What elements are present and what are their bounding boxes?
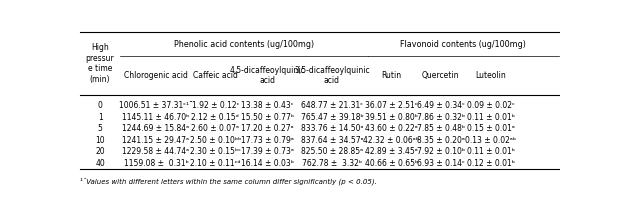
Text: 1145.11 ± 46.70ᵇ: 1145.11 ± 46.70ᵇ bbox=[123, 113, 190, 122]
Text: 17.73 ± 0.79ᵃ: 17.73 ± 0.79ᵃ bbox=[241, 136, 294, 145]
Text: 3,5-dicaffeoylquinic
acid: 3,5-dicaffeoylquinic acid bbox=[294, 66, 370, 85]
Text: 4,5-dicaffeoylquinic
acid: 4,5-dicaffeoylquinic acid bbox=[230, 66, 305, 85]
Text: 825.50 ± 28.85ᵃ: 825.50 ± 28.85ᵃ bbox=[301, 147, 363, 156]
Text: ¹ˉValues with different letters within the same column differ significantly (p <: ¹ˉValues with different letters within t… bbox=[80, 177, 377, 185]
Text: 0.15 ± 0.01ᵃ: 0.15 ± 0.01ᵃ bbox=[467, 124, 514, 133]
Text: Chlorogenic acid: Chlorogenic acid bbox=[124, 71, 188, 80]
Text: 8.35 ± 0.20ᵃ: 8.35 ± 0.20ᵃ bbox=[417, 136, 465, 145]
Text: 1229.58 ± 44.74ᵃ: 1229.58 ± 44.74ᵃ bbox=[123, 147, 190, 156]
Text: High
pressur
e time
(min): High pressur e time (min) bbox=[86, 43, 114, 84]
Text: Phenolic acid contents (ug/100mg): Phenolic acid contents (ug/100mg) bbox=[174, 40, 314, 49]
Text: 0.13 ± 0.02ᵃᵇ: 0.13 ± 0.02ᵃᵇ bbox=[465, 136, 516, 145]
Text: 0.11 ± 0.01ᵇ: 0.11 ± 0.01ᵇ bbox=[466, 147, 515, 156]
Text: 2.60 ± 0.07ᵃ: 2.60 ± 0.07ᵃ bbox=[191, 124, 239, 133]
Text: 17.39 ± 0.73ᵃ: 17.39 ± 0.73ᵃ bbox=[241, 147, 294, 156]
Text: 6.93 ± 0.14ᶜ: 6.93 ± 0.14ᶜ bbox=[417, 159, 465, 168]
Text: 1006.51 ± 37.31ᶜ¹ˉ: 1006.51 ± 37.31ᶜ¹ˉ bbox=[119, 101, 193, 110]
Text: Rutin: Rutin bbox=[381, 71, 401, 80]
Text: 1244.69 ± 15.84ᵃ: 1244.69 ± 15.84ᵃ bbox=[123, 124, 190, 133]
Text: 2.12 ± 0.15ᵈ: 2.12 ± 0.15ᵈ bbox=[192, 113, 239, 122]
Text: 0: 0 bbox=[98, 101, 103, 110]
Text: Flavonoid contents (ug/100mg): Flavonoid contents (ug/100mg) bbox=[401, 40, 526, 49]
Text: 1159.08 ±  0.31ᵇ: 1159.08 ± 0.31ᵇ bbox=[124, 159, 188, 168]
Text: 39.51 ± 0.80ᵇ: 39.51 ± 0.80ᵇ bbox=[364, 113, 418, 122]
Text: 13.38 ± 0.43ᶜ: 13.38 ± 0.43ᶜ bbox=[241, 101, 294, 110]
Text: 15.50 ± 0.77ᵇ: 15.50 ± 0.77ᵇ bbox=[241, 113, 294, 122]
Text: 36.07 ± 2.51ᶜ: 36.07 ± 2.51ᶜ bbox=[365, 101, 417, 110]
Text: 833.76 ± 14.50ᵃ: 833.76 ± 14.50ᵃ bbox=[301, 124, 363, 133]
Text: 762.78 ±  3.32ᵇ: 762.78 ± 3.32ᵇ bbox=[302, 159, 362, 168]
Text: 10: 10 bbox=[95, 136, 105, 145]
Text: 2.30 ± 0.15ᵇᶜ: 2.30 ± 0.15ᵇᶜ bbox=[190, 147, 241, 156]
Text: 2.50 ± 0.10ᵇᵇ: 2.50 ± 0.10ᵇᵇ bbox=[190, 136, 241, 145]
Text: 20: 20 bbox=[95, 147, 105, 156]
Text: 837.64 ± 34.57ᵃ: 837.64 ± 34.57ᵃ bbox=[300, 136, 363, 145]
Text: 765.47 ± 39.18ᵇ: 765.47 ± 39.18ᵇ bbox=[300, 113, 363, 122]
Text: 6.49 ± 0.34ᶜ: 6.49 ± 0.34ᶜ bbox=[417, 101, 465, 110]
Text: 648.77 ± 21.31ᶜ: 648.77 ± 21.31ᶜ bbox=[301, 101, 363, 110]
Text: 0.09 ± 0.02ᶜ: 0.09 ± 0.02ᶜ bbox=[467, 101, 514, 110]
Text: 2.10 ± 0.11ᶜᵈ: 2.10 ± 0.11ᶜᵈ bbox=[190, 159, 241, 168]
Text: Quercetin: Quercetin bbox=[422, 71, 460, 80]
Text: 7.85 ± 0.48ᵇ: 7.85 ± 0.48ᵇ bbox=[417, 124, 465, 133]
Text: 7.92 ± 0.10ᵇ: 7.92 ± 0.10ᵇ bbox=[417, 147, 465, 156]
Text: 16.14 ± 0.03ᵇ: 16.14 ± 0.03ᵇ bbox=[241, 159, 294, 168]
Text: 42.32 ± 0.06ᵃᵇ: 42.32 ± 0.06ᵃᵇ bbox=[363, 136, 419, 145]
Text: 1241.15 ± 29.47ᵃ: 1241.15 ± 29.47ᵃ bbox=[123, 136, 190, 145]
Text: 17.20 ± 0.27ᵃ: 17.20 ± 0.27ᵃ bbox=[241, 124, 294, 133]
Text: 42.89 ± 3.45ᵃ: 42.89 ± 3.45ᵃ bbox=[365, 147, 418, 156]
Text: Caffeic acid: Caffeic acid bbox=[193, 71, 238, 80]
Text: 43.60 ± 0.22ᵃ: 43.60 ± 0.22ᵃ bbox=[365, 124, 418, 133]
Text: 0.12 ± 0.01ᵇ: 0.12 ± 0.01ᵇ bbox=[466, 159, 515, 168]
Text: 5: 5 bbox=[98, 124, 103, 133]
Text: 40: 40 bbox=[95, 159, 105, 168]
Text: 0.11 ± 0.01ᵇ: 0.11 ± 0.01ᵇ bbox=[466, 113, 515, 122]
Text: 1: 1 bbox=[98, 113, 103, 122]
Text: Luteolin: Luteolin bbox=[475, 71, 506, 80]
Text: 40.66 ± 0.65ᵇ: 40.66 ± 0.65ᵇ bbox=[364, 159, 418, 168]
Text: 1.92 ± 0.12ᶜ: 1.92 ± 0.12ᶜ bbox=[192, 101, 239, 110]
Text: 7.86 ± 0.32ᵇ: 7.86 ± 0.32ᵇ bbox=[417, 113, 465, 122]
